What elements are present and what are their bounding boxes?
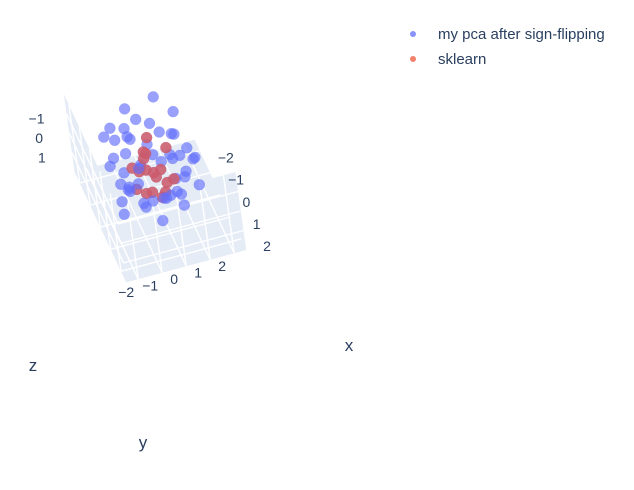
point-my-pca <box>98 131 110 143</box>
legend-label-my-pca: my pca after sign-flipping <box>438 26 605 43</box>
point-my-pca <box>108 134 121 147</box>
point-my-pca <box>157 214 169 227</box>
point-my-pca <box>187 153 199 165</box>
point-my-pca <box>166 152 179 165</box>
point-my-pca <box>124 185 136 198</box>
z-axis-title: z <box>29 356 38 375</box>
point-my-pca <box>147 91 159 103</box>
point-sklearn <box>147 166 160 179</box>
point-my-pca <box>153 126 165 138</box>
x-tick-label: 2 <box>263 238 271 254</box>
point-my-pca <box>138 197 150 210</box>
point-my-pca <box>104 122 116 134</box>
legend-item-my-pca[interactable]: my pca after sign-flipping <box>410 26 605 43</box>
point-my-pca <box>119 147 132 160</box>
y-tick-label: 0 <box>170 271 178 287</box>
point-sklearn <box>160 141 172 154</box>
point-my-pca <box>143 117 156 130</box>
legend[interactable]: my pca after sign-flipping sklearn <box>410 26 605 68</box>
x-axis-title: x <box>345 336 354 355</box>
point-sklearn <box>140 131 153 144</box>
grid-line-z <box>117 190 239 225</box>
point-my-pca <box>193 178 206 191</box>
point-my-pca <box>158 192 170 204</box>
z-tick-label: 0 <box>35 130 43 146</box>
point-my-pca <box>124 133 136 146</box>
x-tick-label: 1 <box>253 216 261 232</box>
point-sklearn <box>137 152 150 165</box>
grid-line-z <box>71 152 125 264</box>
x-tick-label: 0 <box>243 194 251 210</box>
x-tick-label: −1 <box>228 172 244 188</box>
point-my-pca <box>178 199 191 211</box>
legend-item-sklearn[interactable]: sklearn <box>410 51 486 68</box>
point-my-pca <box>181 142 193 154</box>
x-tick-label: −2 <box>218 150 234 166</box>
point-my-pca <box>168 128 180 140</box>
point-my-pca <box>118 122 130 135</box>
grid-line-z <box>65 113 119 225</box>
z-tick-label: 1 <box>38 150 46 166</box>
y-tick-label: −1 <box>142 278 158 294</box>
point-my-pca <box>129 113 142 126</box>
grid-lines <box>65 104 244 280</box>
y-tick-label: 2 <box>218 258 226 274</box>
grid-line-z <box>123 229 244 264</box>
point-sklearn <box>161 176 173 189</box>
legend-label-sklearn: sklearn <box>438 51 486 68</box>
point-my-pca <box>180 165 192 177</box>
point-my-pca <box>115 178 127 190</box>
y-tick-label: 1 <box>194 265 202 281</box>
point-my-pca <box>116 195 128 208</box>
legend-marker-my-pca <box>410 31 416 37</box>
y-axis-title: y <box>139 433 148 452</box>
z-tick-label: −1 <box>29 111 45 127</box>
data-points <box>98 91 206 227</box>
point-my-pca <box>104 160 116 173</box>
point-my-pca <box>118 208 131 221</box>
point-my-pca <box>118 103 131 115</box>
grid-line-z <box>68 132 122 244</box>
grid-line-z <box>120 210 241 245</box>
y-tick-label: −2 <box>118 284 134 300</box>
legend-marker-sklearn <box>410 56 416 62</box>
point-my-pca <box>167 105 179 118</box>
point-my-pca <box>171 185 183 198</box>
point-my-pca <box>132 162 145 175</box>
point-my-pca <box>132 178 145 190</box>
axis-titles: x y z <box>29 336 354 452</box>
